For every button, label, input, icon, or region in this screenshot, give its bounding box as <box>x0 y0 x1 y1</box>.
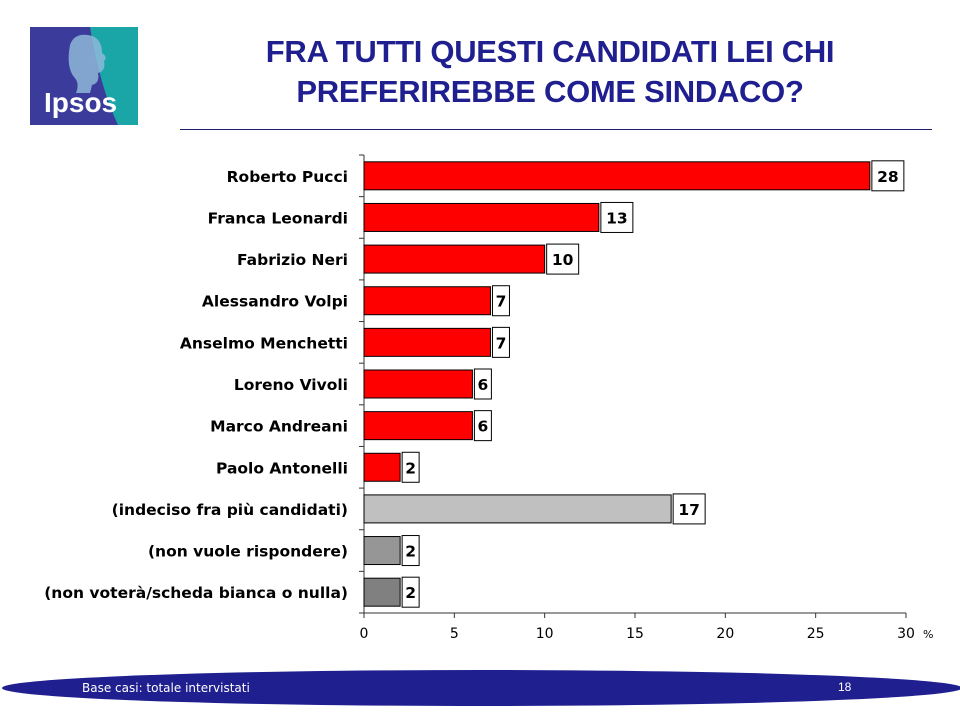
data-label-box <box>473 368 492 400</box>
bar <box>363 327 491 357</box>
category-label: Roberto Pucci <box>227 168 348 186</box>
category-label: Paolo Antonelli <box>216 459 348 477</box>
data-label-box <box>871 160 905 192</box>
data-label-box <box>473 410 492 442</box>
data-label: 6 <box>478 418 489 436</box>
x-tick-label: 0 <box>360 626 369 642</box>
page-number: 18 <box>838 680 852 694</box>
title-line-2: PREFERIREBBE COME SINDACO? <box>296 74 804 109</box>
data-label: 13 <box>606 209 628 227</box>
data-label-box <box>672 493 706 525</box>
category-label: (non vuole rispondere) <box>148 543 348 561</box>
data-label: 6 <box>478 376 489 394</box>
logo-wordmark: Ipsos <box>44 87 117 118</box>
data-label-box <box>546 243 580 275</box>
category-label: (indeciso fra più candidati) <box>112 501 348 519</box>
head-silhouette-icon <box>68 34 106 93</box>
x-tick-label: 20 <box>716 626 734 642</box>
data-label: 17 <box>678 501 700 519</box>
x-tick-label: 30 <box>897 626 915 642</box>
data-label: 2 <box>405 584 416 602</box>
title-line-1: FRA TUTTI QUESTI CANDIDATI LEI CHI <box>265 34 835 69</box>
data-label: 28 <box>877 168 899 186</box>
category-label: Alessandro Volpi <box>202 293 348 311</box>
category-label: Anselmo Menchetti <box>180 334 348 352</box>
data-label: 10 <box>552 251 574 269</box>
data-label-box <box>401 451 420 483</box>
x-tick-label: 15 <box>626 626 644 642</box>
category-label: Loreno Vivoli <box>234 376 348 394</box>
x-tick-label: 25 <box>807 626 825 642</box>
category-label: Fabrizio Neri <box>237 251 348 269</box>
bar <box>363 577 401 607</box>
category-label: Marco Andreani <box>210 418 348 436</box>
footer-ellipse <box>2 670 960 706</box>
bar <box>363 369 473 399</box>
bar <box>363 411 473 441</box>
category-label: (non voterà/scheda bianca o nulla) <box>44 584 348 602</box>
bar <box>363 536 401 566</box>
bar <box>363 286 491 316</box>
data-label-box <box>491 285 510 317</box>
x-tick-label: 10 <box>536 626 554 642</box>
ipsos-logo: Ipsos <box>30 27 138 125</box>
bar-chart: 0 5 10 15 20 25 30 % Roberto Pucci 28 Franca Leona… <box>44 154 933 642</box>
page-title: FRA TUTTI QUESTI CANDIDATI LEI CHI PREFE… <box>190 32 910 112</box>
data-label-box <box>600 201 634 233</box>
data-label-box <box>401 576 420 608</box>
bar <box>363 202 600 232</box>
data-label-box <box>491 326 510 358</box>
data-label: 7 <box>496 334 507 352</box>
data-label: 2 <box>405 459 416 477</box>
bar <box>363 244 546 274</box>
data-label-box <box>401 535 420 567</box>
footer-band <box>2 670 960 706</box>
logo-teal-panel <box>90 27 138 125</box>
bar <box>363 494 672 524</box>
data-label: 7 <box>496 293 507 311</box>
base-note: Base casi: totale intervistati <box>82 681 250 695</box>
bar <box>363 161 871 191</box>
x-unit-label: % <box>923 628 933 641</box>
data-label: 2 <box>405 543 416 561</box>
category-label: Franca Leonardi <box>208 209 348 227</box>
title-divider <box>180 129 932 130</box>
bar <box>363 452 401 482</box>
x-tick-label: 5 <box>450 626 459 642</box>
